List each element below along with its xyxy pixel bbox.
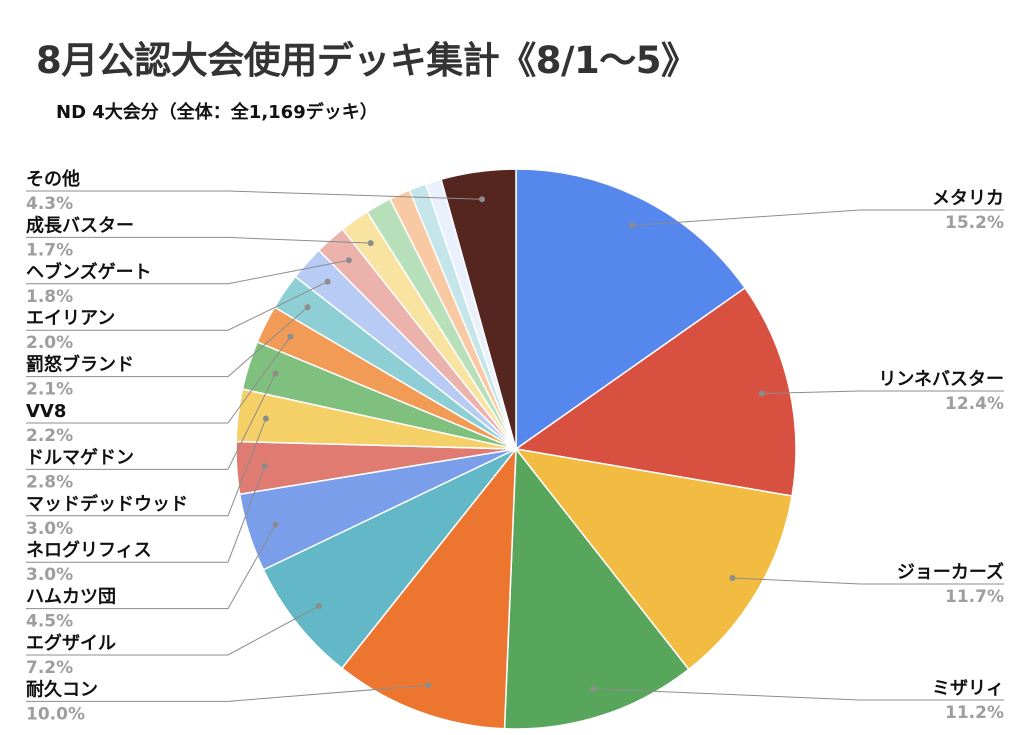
- slice-value-7: 3.0%: [26, 565, 73, 585]
- slice-value-5: 7.2%: [26, 658, 73, 678]
- slice-label-7: ネログリフィス: [26, 539, 152, 561]
- leader-line-11: [26, 306, 308, 378]
- leader-line-4: [26, 684, 429, 702]
- slice-value-14: 1.7%: [26, 240, 73, 260]
- leader-line-19: [26, 190, 483, 200]
- slice-label-1: リンネバスター: [878, 369, 1004, 390]
- leader-dot-19: [479, 196, 485, 203]
- leader-dot-7: [261, 463, 268, 470]
- pie-slice-3: [503, 446, 690, 730]
- leader-dot-4: [425, 682, 432, 689]
- slice-value-12: 2.0%: [26, 333, 73, 353]
- slice-value-2: 11.7%: [945, 587, 1004, 607]
- chart-subtitle: ND 4大会分（全体：全1,169デッキ）: [56, 102, 378, 123]
- chart-title: 8月公認大会使用デッキ集計《8/1〜5》: [36, 39, 698, 82]
- slice-label-19: その他: [26, 168, 80, 190]
- leader-dot-9: [272, 370, 279, 377]
- pie-slice-2: [514, 447, 793, 671]
- slice-value-6: 4.5%: [26, 612, 73, 632]
- leader-dot-13: [345, 257, 352, 264]
- slice-value-1: 12.4%: [945, 394, 1004, 414]
- leader-dot-1: [758, 390, 765, 397]
- leader-line-7: [26, 465, 266, 563]
- slice-value-13: 1.8%: [26, 287, 73, 307]
- pie-slice-19: [440, 168, 517, 450]
- pie-slice-4: [340, 446, 517, 730]
- slice-label-9: ドルマゲドン: [26, 446, 134, 468]
- leader-line-3: [593, 688, 1004, 701]
- leader-line-10: [26, 336, 291, 424]
- slice-label-11: 罰怒ブランド: [26, 354, 134, 376]
- leader-dot-2: [729, 575, 736, 581]
- slice-value-0: 15.2%: [945, 213, 1004, 233]
- slice-label-3: ミザリィ: [932, 678, 1004, 699]
- leader-line-2: [732, 577, 1004, 585]
- slice-label-8: マッドデッドウッド: [26, 493, 188, 515]
- leader-line-12: [26, 281, 328, 331]
- leader-line-13: [26, 259, 349, 285]
- slice-value-9: 2.8%: [26, 472, 73, 492]
- slice-value-3: 11.2%: [945, 703, 1004, 723]
- pie-slices: [235, 168, 797, 730]
- leader-dot-12: [324, 278, 331, 285]
- slice-value-19: 4.3%: [26, 194, 73, 214]
- leader-line-9: [26, 373, 277, 470]
- slice-label-0: メタリカ: [932, 188, 1004, 209]
- pie-slice-5: [262, 448, 517, 670]
- leader-dot-14: [367, 240, 374, 247]
- leader-dot-3: [590, 685, 597, 692]
- slice-labels: メタリカ 15.2% リンネバスター 12.4% ジョーカーズ 11.7% ミザリィ 11.2…: [26, 168, 1004, 724]
- slice-value-4: 10.0%: [26, 704, 85, 724]
- leader-dot-6: [272, 521, 279, 528]
- slice-label-10: VV8: [26, 401, 66, 422]
- leader-line-0: [632, 209, 1004, 226]
- slice-value-8: 3.0%: [26, 519, 73, 539]
- pie-slice-0: [515, 168, 747, 451]
- slice-label-13: ヘブンズゲート: [26, 261, 152, 283]
- slice-label-14: 成長バスター: [26, 214, 134, 236]
- pie-slice-1: [514, 286, 797, 497]
- leader-dot-8: [262, 415, 269, 422]
- slice-label-4: 耐久コン: [26, 678, 98, 700]
- slice-value-10: 2.2%: [26, 426, 73, 446]
- slice-label-5: エグザイル: [26, 632, 116, 654]
- leader-dot-11: [304, 304, 311, 311]
- leader-dot-5: [315, 603, 322, 609]
- leader-line-8: [26, 418, 267, 517]
- slice-label-12: エイリアン: [26, 308, 115, 329]
- slice-label-6: ハムカツ団: [26, 587, 116, 608]
- leader-line-5: [26, 605, 320, 656]
- leader-line-1: [761, 390, 1004, 394]
- leader-line-14: [26, 236, 371, 244]
- leader-lines: [26, 190, 1004, 702]
- leader-line-6: [26, 524, 277, 610]
- leader-dot-10: [287, 333, 294, 340]
- slice-label-2: ジョーカーズ: [897, 561, 1004, 583]
- leader-dot-0: [629, 222, 636, 229]
- slice-value-11: 2.1%: [26, 380, 73, 400]
